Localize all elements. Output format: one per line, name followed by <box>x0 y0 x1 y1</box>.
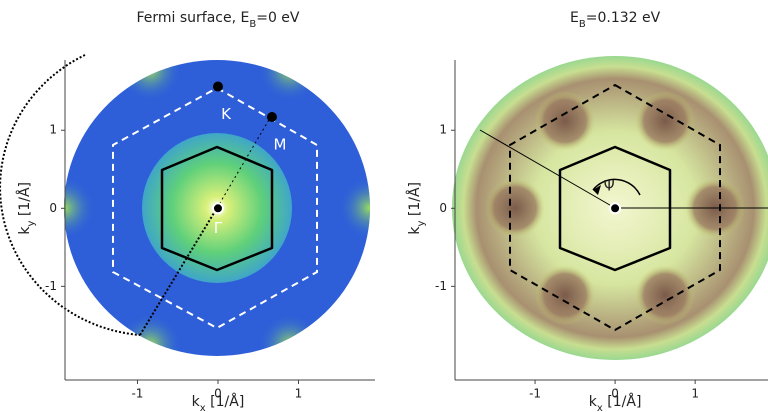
chart-title-sub: B <box>579 19 586 30</box>
x-axis-label-main: k <box>589 394 598 410</box>
annotation: K <box>221 105 232 123</box>
y-axis-label: ky [1/Å] <box>406 182 427 235</box>
y-tick-label: 1 <box>49 123 57 137</box>
y-tick-label: -1 <box>435 279 447 293</box>
chart-title-rest: =0 eV <box>256 10 300 26</box>
annotation: Γ <box>214 219 223 237</box>
x-tick-label: 1 <box>295 387 303 401</box>
chart-title-main: E <box>570 10 579 26</box>
annotation: M <box>273 135 286 153</box>
x-axis-label-sub: x <box>200 403 206 412</box>
chart-title-sub: B <box>249 19 256 30</box>
chart-title: EB=0.132 eV <box>570 10 661 30</box>
x-axis-label-sub: x <box>597 403 603 412</box>
chart-title-rest: =0.132 eV <box>586 10 661 26</box>
x-tick-label: 0 <box>214 387 222 401</box>
y-tick-label: 0 <box>49 201 57 215</box>
y-axis-label-sub: y <box>416 220 427 226</box>
x-axis-label: kx [1/Å] <box>589 393 642 412</box>
x-axis-label-rest: [1/Å] <box>206 393 245 410</box>
x-tick-label: 1 <box>691 387 699 401</box>
y-axis-label-sub: y <box>26 220 37 226</box>
y-tick-label: 1 <box>439 123 447 137</box>
left-map <box>0 54 370 356</box>
y-axis-label-rest: [1/Å] <box>406 182 423 221</box>
chart-title-main: Fermi surface, E <box>136 10 249 26</box>
x-axis-label-main: k <box>192 394 201 410</box>
y-tick-label: 0 <box>439 201 447 215</box>
y-axis-label-rest: [1/Å] <box>16 182 33 221</box>
marker <box>211 202 224 215</box>
annotation: Ψ <box>604 178 615 194</box>
y-axis-label: ky [1/Å] <box>16 182 37 235</box>
y-axis-label-main: k <box>407 226 423 235</box>
x-tick-label: 0 <box>611 387 619 401</box>
marker <box>266 111 277 122</box>
y-axis-label-main: k <box>17 226 33 235</box>
x-axis-label-rest: [1/Å] <box>603 393 642 410</box>
x-tick-label: -1 <box>529 387 541 401</box>
x-axis-label: kx [1/Å] <box>192 393 245 412</box>
marker <box>212 81 223 92</box>
y-tick-label: -1 <box>45 279 57 293</box>
x-tick-label: -1 <box>131 387 143 401</box>
marker <box>609 202 622 215</box>
chart-title: Fermi surface, EB=0 eV <box>136 10 299 30</box>
